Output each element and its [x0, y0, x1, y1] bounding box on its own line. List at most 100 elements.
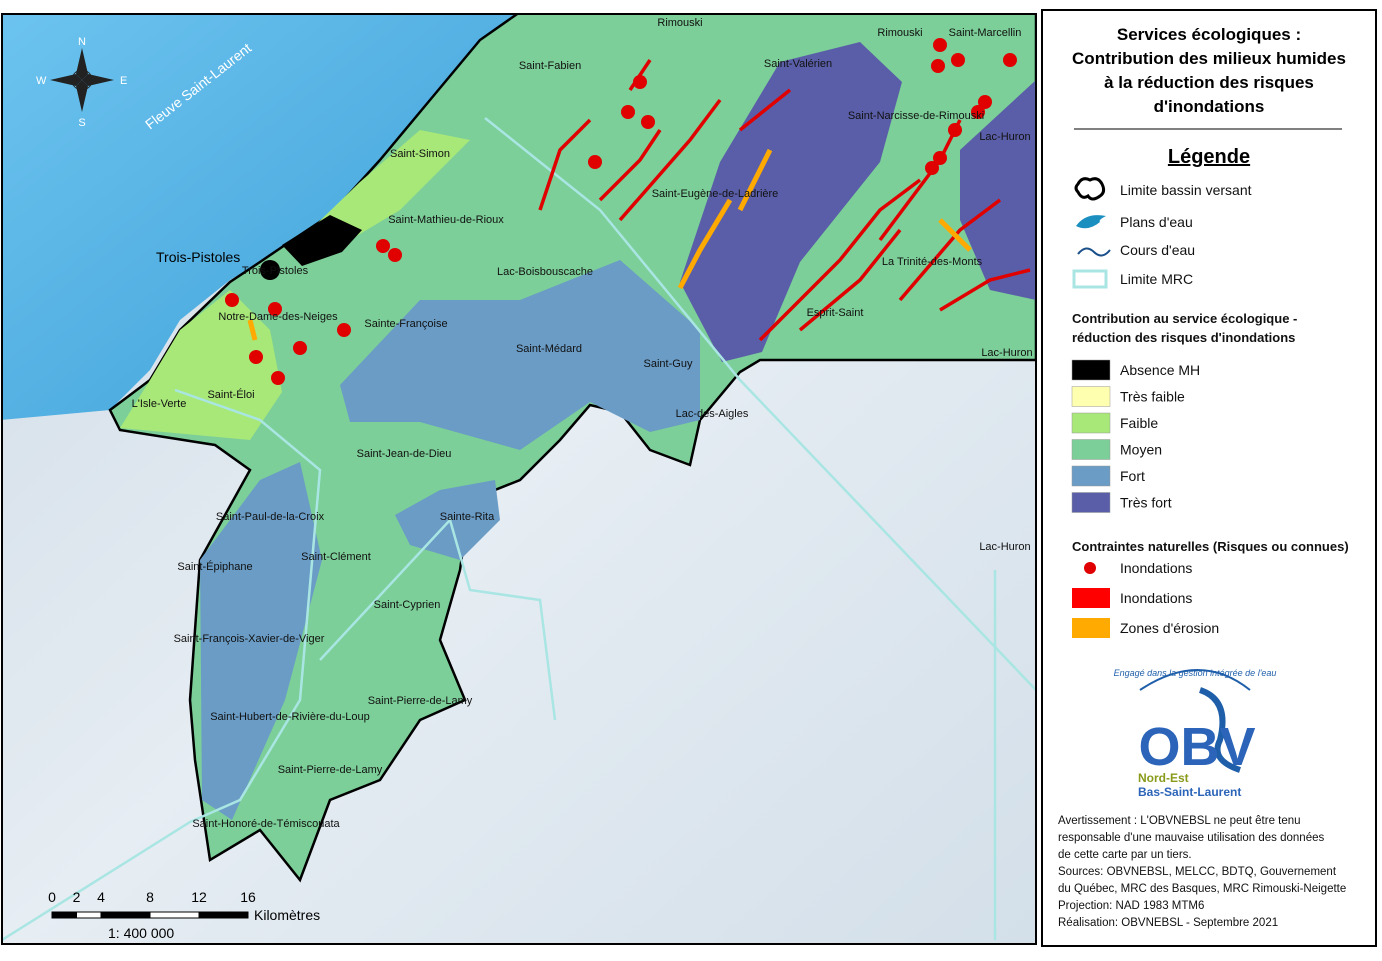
place-label: Lac-Huron [979, 131, 1030, 143]
flood-point [971, 105, 985, 119]
legend-heading: Légende [1168, 146, 1250, 168]
faible-area [120, 290, 282, 440]
mrc-limits [2, 117, 1036, 942]
absence-area [282, 215, 362, 266]
note-line: Réalisation: OBVNEBSL - Septembre 2021 [1058, 917, 1278, 929]
note-line: du Québec, MRC des Basques, MRC Rimouski… [1058, 883, 1346, 895]
place-label: Saint-Narcisse-de-Rimouski [848, 110, 984, 122]
place-label: Rimouski [657, 17, 702, 29]
place-label: Saint-Jean-de-Dieu [357, 448, 452, 460]
flood-point [931, 59, 945, 73]
flood-point [1003, 53, 1017, 67]
place-label: Saint-Pierre-de-Lamy [368, 695, 473, 707]
legend-label: Cours d'eau [1120, 242, 1195, 258]
place-label: Saint-Fabien [519, 60, 581, 72]
logo-name: OBV [1138, 717, 1255, 777]
note-line: de cette carte par un tiers. [1058, 849, 1192, 861]
place-label: L'Isle-Verte [132, 398, 187, 410]
fort-area [340, 260, 700, 450]
flood-point [621, 105, 635, 119]
flood-point [633, 75, 647, 89]
legend-swatch [1071, 359, 1111, 381]
legend-label: Zones d'érosion [1120, 620, 1219, 636]
scale-bar: 0 2 4 8 12 16 Kilomètres 1: 400 000 [48, 889, 320, 941]
legend-dot [1084, 562, 1096, 574]
place-label: Saint-Pierre-de-Lamy [278, 764, 383, 776]
title-line: à la réduction des risques [1104, 73, 1314, 92]
tres-fort-area [680, 42, 902, 362]
scale-tick-label: 0 [48, 889, 56, 905]
logo-arc [1139, 669, 1251, 691]
tres-fort-area [960, 80, 1036, 300]
legend-label: Inondations [1120, 560, 1192, 576]
flood-point [271, 371, 285, 385]
legend-label: Limite bassin versant [1120, 182, 1252, 198]
place-label: Saint-Épiphane [177, 560, 252, 573]
place-label: Saint-Mathieu-de-Rioux [388, 214, 504, 226]
legend-label: Faible [1120, 415, 1158, 431]
place-label: Sainte-Rita [440, 511, 495, 523]
legend-swatch [1071, 412, 1111, 434]
map: Rimouski Saint-Fabien Saint-Valérien Rimous… [2, 14, 1036, 944]
flood-point [249, 350, 263, 364]
scale-segment [199, 912, 248, 918]
scale-tick-label: 12 [191, 889, 207, 905]
legend-subheading: réduction des risques d'inondations [1072, 330, 1295, 345]
flood-point [293, 341, 307, 355]
scale-tick-label: 2 [73, 889, 81, 905]
flood-point [376, 239, 390, 253]
compass-w: W [36, 75, 47, 87]
legend-subheading: Contraintes naturelles (Risques ou connu… [1072, 539, 1349, 554]
place-label: Saint-Eugène-de-Ladrière [652, 188, 779, 200]
flood-point [925, 161, 939, 175]
logo-sub2: Bas-Saint-Laurent [1138, 785, 1241, 799]
legend-label: Moyen [1120, 442, 1162, 458]
flood-point [268, 302, 282, 316]
place-label: Saint-Clément [301, 551, 371, 563]
place-label: Lac-Huron [981, 347, 1032, 359]
scale-segment [52, 912, 77, 918]
note-line: responsable d'une mauvaise utilisation d… [1058, 832, 1324, 844]
erosion-lines [247, 148, 972, 341]
symbol-stream [1077, 247, 1111, 257]
title-line: Contribution des milieux humides [1072, 49, 1346, 68]
fort-area [395, 480, 500, 560]
flood-point [337, 323, 351, 337]
place-label: Notre-Dame-des-Neiges [218, 311, 338, 323]
compass: N S E W [36, 36, 127, 129]
legend-label: Très fort [1120, 495, 1172, 511]
scale-tick-label: 4 [97, 889, 105, 905]
symbol-water [1076, 215, 1106, 229]
flood-point [225, 293, 239, 307]
place-label: Saint-Cyprien [374, 599, 441, 611]
legend-swatch [1071, 439, 1111, 460]
place-label: Saint-Simon [390, 148, 450, 160]
scale-unit: Kilomètres [254, 907, 320, 923]
note-line: Projection: NAD 1983 MTM6 [1058, 900, 1204, 912]
note-line: Sources: OBVNEBSL, MELCC, BDTQ, Gouverne… [1058, 866, 1337, 878]
compass-n: N [78, 36, 86, 48]
place-label: Saint-Marcellin [949, 27, 1022, 39]
place-label: Saint-François-Xavier-de-Viger [174, 633, 325, 645]
flood-point [978, 95, 992, 109]
flood-point [641, 115, 655, 129]
legend-swatch [1071, 465, 1111, 487]
city-label: Trois-Pistoles [156, 249, 240, 265]
scale-segment [101, 912, 150, 918]
place-label: Lac-Huron [979, 541, 1030, 553]
title-line: d'inondations [1154, 97, 1265, 116]
scale-tick-label: 8 [146, 889, 154, 905]
flood-points [225, 38, 1017, 385]
place-label: Saint-Valérien [764, 58, 832, 70]
compass-e: E [120, 75, 127, 87]
flood-point [951, 53, 965, 67]
legend-label: Fort [1120, 468, 1145, 484]
flood-point [388, 248, 402, 262]
flood-point [933, 151, 947, 165]
place-label: Trois-Pistoles [242, 265, 309, 277]
scale-tick-label: 16 [240, 889, 256, 905]
title-line: Services écologiques : [1117, 25, 1301, 44]
logo-tagline: Engagé dans la gestion intégrée de l'eau [1114, 668, 1277, 678]
